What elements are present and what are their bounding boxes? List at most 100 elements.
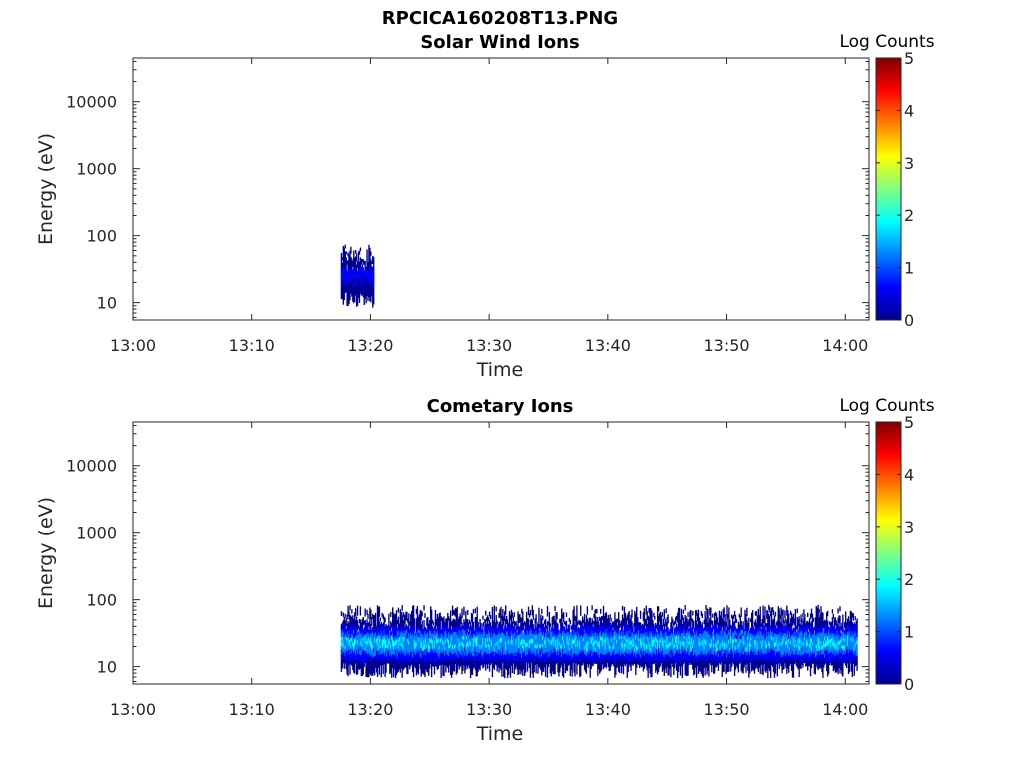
data-cell xyxy=(653,660,655,665)
data-cell xyxy=(392,628,394,634)
data-cell xyxy=(626,629,628,635)
data-cell xyxy=(491,671,494,678)
data-cell xyxy=(505,615,508,621)
data-cell xyxy=(449,637,452,643)
data-cell xyxy=(474,634,476,640)
data-cell xyxy=(372,671,374,676)
data-cell xyxy=(519,633,521,639)
data-cell xyxy=(468,646,470,651)
data-cell xyxy=(471,613,474,619)
data-cell xyxy=(509,667,512,673)
data-cell xyxy=(558,633,560,639)
data-cell xyxy=(362,267,364,271)
data-cell xyxy=(534,631,536,636)
data-cell xyxy=(612,621,614,625)
data-cell xyxy=(474,643,476,649)
data-cell xyxy=(560,629,562,634)
data-cell xyxy=(362,670,364,675)
data-cell xyxy=(541,670,543,676)
data-cell xyxy=(410,628,412,633)
data-cell xyxy=(354,621,356,626)
data-cell xyxy=(352,272,354,276)
data-cell xyxy=(501,628,503,634)
data-cell xyxy=(385,652,387,657)
data-cell xyxy=(381,657,383,662)
data-cell xyxy=(345,280,347,284)
data-cell xyxy=(656,635,659,641)
data-cell xyxy=(535,626,537,632)
data-cell xyxy=(620,627,623,633)
data-cell xyxy=(386,628,388,633)
data-cell xyxy=(370,642,372,648)
data-cell xyxy=(435,642,438,647)
data-cell xyxy=(454,659,457,665)
data-cell xyxy=(609,626,611,631)
data-cell xyxy=(451,625,454,631)
data-cell xyxy=(341,633,344,637)
data-cell xyxy=(359,606,362,612)
data-cell xyxy=(583,641,586,647)
data-cell xyxy=(559,668,561,673)
data-cell xyxy=(443,624,445,630)
data-cell xyxy=(487,633,490,638)
data-cell xyxy=(600,653,602,659)
data-cell xyxy=(494,637,496,641)
data-cell xyxy=(417,657,420,663)
data-cell xyxy=(386,647,388,651)
data-cell xyxy=(604,662,607,667)
data-cell xyxy=(359,624,362,629)
data-cell xyxy=(409,655,411,660)
data-cell xyxy=(521,666,523,672)
data-cell xyxy=(348,630,350,635)
data-cell xyxy=(512,636,514,641)
data-cell xyxy=(423,605,425,611)
data-cell xyxy=(462,660,464,664)
data-cell xyxy=(551,648,553,654)
data-cell xyxy=(367,297,369,302)
data-cell xyxy=(355,621,358,627)
data-cell xyxy=(468,640,471,645)
data-cell xyxy=(488,649,491,655)
data-cell xyxy=(649,640,651,646)
data-cell xyxy=(502,647,504,652)
data-cell xyxy=(341,263,344,267)
data-cell xyxy=(518,635,520,641)
data-cell xyxy=(573,615,575,621)
data-cell xyxy=(594,609,596,615)
data-cell xyxy=(594,625,596,630)
data-cell xyxy=(618,654,620,660)
data-cell xyxy=(613,652,615,657)
data-cell xyxy=(354,259,357,264)
data-cell xyxy=(611,638,613,642)
data-cell xyxy=(530,618,533,624)
data-cell xyxy=(471,665,474,671)
data-cell xyxy=(458,651,460,657)
data-cell xyxy=(641,631,644,636)
data-cell xyxy=(626,643,628,650)
data-cell xyxy=(623,639,626,645)
data-cell xyxy=(555,655,557,661)
data-cell xyxy=(408,625,410,630)
data-cell xyxy=(539,647,541,652)
data-cell xyxy=(511,663,514,669)
data-cell xyxy=(574,666,576,672)
data-cell xyxy=(546,667,549,673)
data-cell xyxy=(419,643,421,649)
data-cell xyxy=(471,637,474,643)
data-cell xyxy=(562,626,565,632)
data-cell xyxy=(431,639,434,644)
data-cell xyxy=(555,636,557,641)
data-cell xyxy=(430,657,433,663)
data-cell xyxy=(516,659,518,663)
data-cell xyxy=(434,629,437,635)
data-cell xyxy=(662,618,665,623)
data-cell xyxy=(550,649,552,655)
data-cell xyxy=(573,653,575,659)
data-cell xyxy=(476,606,478,613)
data-cell xyxy=(504,644,506,650)
data-cell xyxy=(355,272,358,277)
data-cell xyxy=(359,263,362,268)
data-cell xyxy=(400,624,402,630)
data-cell xyxy=(460,644,462,649)
data-cell xyxy=(641,639,644,644)
